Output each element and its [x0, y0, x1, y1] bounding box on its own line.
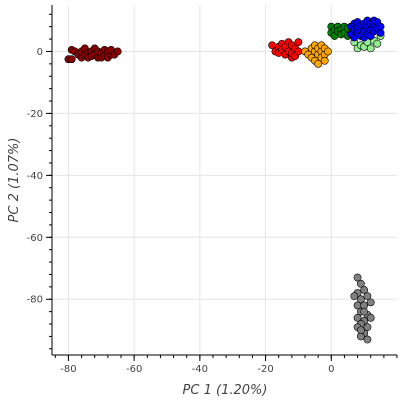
data-point — [314, 59, 323, 68]
data-point — [113, 47, 122, 56]
x-axis-title: PC 1 (1.20%) — [183, 383, 268, 398]
x-tick-label: -40 — [192, 364, 208, 375]
data-point — [356, 326, 365, 335]
data-points — [64, 16, 385, 344]
data-point — [356, 295, 365, 304]
y-tick-label: 0 — [37, 47, 43, 58]
data-point — [360, 307, 369, 316]
y-tick-label: -60 — [27, 233, 43, 244]
data-point — [324, 47, 332, 56]
data-point — [363, 323, 372, 332]
x-tick-label: -20 — [257, 364, 273, 375]
data-point — [320, 56, 329, 65]
data-point — [363, 335, 372, 344]
data-point — [67, 55, 76, 64]
x-tick-label: -80 — [60, 364, 76, 375]
data-point — [356, 279, 365, 288]
x-tick-label: 0 — [328, 364, 334, 375]
y-axis-title: PC 2 (1.07%) — [7, 138, 22, 223]
data-point — [376, 22, 385, 31]
x-tick-label: -60 — [126, 364, 142, 375]
y-tick-label: -20 — [27, 109, 43, 120]
y-tick-label: -40 — [27, 171, 43, 182]
data-point — [363, 292, 372, 301]
data-point — [353, 313, 362, 322]
y-tick-label: -80 — [27, 295, 43, 306]
axes: -80 -60 -40 -20 0 0 -20 -40 -60 -80 — [27, 5, 398, 375]
data-point — [373, 39, 382, 48]
data-point — [294, 47, 303, 56]
data-point — [366, 44, 375, 53]
data-point — [366, 298, 375, 307]
data-point — [366, 313, 375, 322]
data-point — [360, 286, 369, 294]
data-point — [353, 273, 362, 282]
data-point — [294, 38, 303, 47]
data-point — [350, 292, 359, 301]
